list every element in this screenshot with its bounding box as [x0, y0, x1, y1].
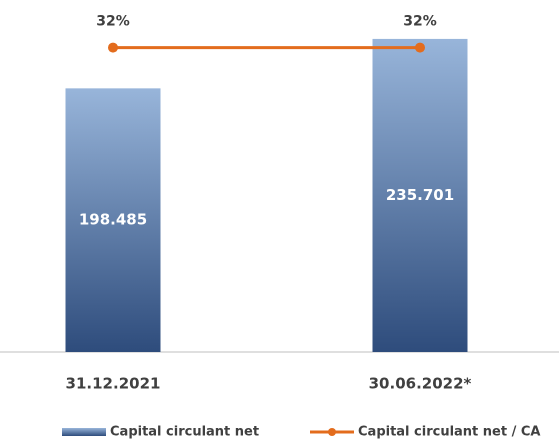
legend-label: Capital circulant net: [110, 425, 259, 440]
legend-marker: [328, 428, 336, 436]
line-marker: [415, 42, 425, 53]
line-marker: [108, 42, 118, 53]
legend-swatch: [62, 428, 106, 436]
legend-label: Capital circulant net / CA: [358, 425, 541, 440]
bar-value-label: 235.701: [386, 186, 454, 204]
x-tick-label: 31.12.2021: [66, 375, 161, 393]
bar: [65, 88, 161, 353]
bar-value-label: 198.485: [79, 211, 147, 229]
line-value-label: 32%: [403, 14, 437, 30]
line-value-label: 32%: [96, 14, 130, 30]
x-tick-label: 30.06.2022*: [369, 375, 472, 393]
bar: [372, 38, 468, 353]
